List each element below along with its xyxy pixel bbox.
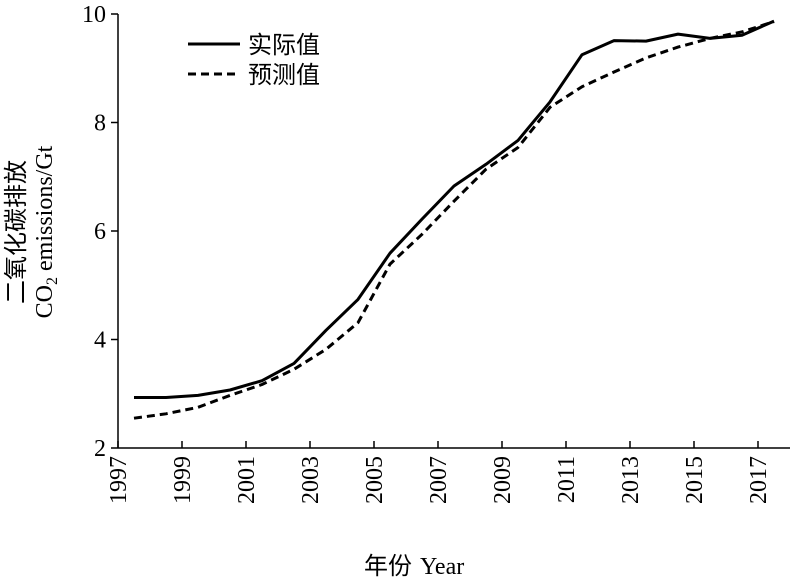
x-tick-label-2015: 2015 (682, 456, 708, 504)
x-tick-label-2001: 2001 (234, 456, 260, 504)
y-tick-label-6: 6 (94, 219, 106, 245)
axes (117, 14, 790, 449)
x-tick-label-2017: 2017 (746, 456, 772, 504)
y-tick-label-2: 2 (94, 436, 106, 462)
legend-label-predicted: 预测值 (248, 61, 320, 89)
y-axis-title-suffix: emissions/Gt (32, 145, 58, 277)
y-axis-title-subscript: 2 (44, 277, 61, 285)
y-tick-label-10: 10 (82, 2, 106, 28)
x-tick-label-2009: 2009 (490, 456, 516, 504)
x-tick-label-2013: 2013 (618, 456, 644, 504)
x-tick-label-2007: 2007 (426, 456, 452, 504)
ticks: 2 4 6 8 10 1997 1999 2001 2003 2005 2007 2009 2011 20… (82, 2, 772, 504)
series-line-predicted (133, 20, 775, 420)
x-tick-label-2005: 2005 (362, 456, 388, 504)
x-tick-label-2003: 2003 (298, 456, 324, 504)
x-tick-label-2011: 2011 (554, 456, 580, 503)
y-axis-title-english: CO2 emissions/Gt (32, 145, 61, 318)
x-tick-label-1997: 1997 (106, 456, 132, 504)
series-line-actual (134, 19, 775, 399)
series-group (133, 19, 775, 420)
y-axis-title-co: CO (32, 285, 58, 318)
legend-label-actual: 实际值 (248, 31, 320, 59)
x-tick-label-1999: 1999 (170, 456, 196, 504)
y-tick-label-4: 4 (94, 328, 106, 354)
x-axis-title-chinese: 年份 (364, 552, 412, 579)
y-axis-title-chinese: 二氧化碳排放 (2, 160, 30, 304)
x-axis-title-english: Year (420, 554, 464, 579)
axis-titles: 年份 Year 二氧化碳排放 CO2 emissions/Gt (2, 145, 464, 579)
y-tick-label-8: 8 (94, 111, 106, 137)
